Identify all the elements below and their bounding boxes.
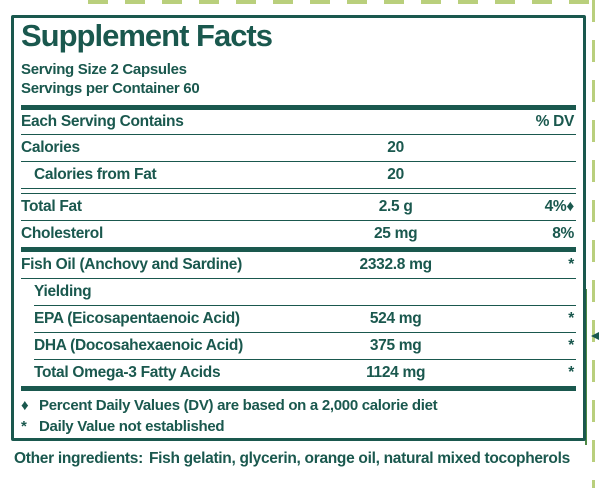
nutrient-name: Total Fat xyxy=(21,198,82,215)
table-row: Yielding xyxy=(21,279,576,306)
cropped-artwork-green-line xyxy=(585,289,587,445)
nutrient-daily-value: * xyxy=(568,337,574,354)
nutrient-daily-value: * xyxy=(568,364,574,381)
table-row: Fish Oil (Anchovy and Sardine) 2332.8 mg… xyxy=(21,252,576,279)
nutrient-amount: 25 mg xyxy=(373,225,418,242)
panel-title: Supplement Facts xyxy=(21,18,273,53)
nutrient-name: Cholesterol xyxy=(21,225,103,242)
footnotes: ♦ Percent Daily Values (DV) are based on… xyxy=(21,395,576,437)
nutrient-name: DHA (Docosahexaenoic Acid) xyxy=(34,337,243,354)
row-separator xyxy=(21,220,576,221)
footnote-line: ♦ Percent Daily Values (DV) are based on… xyxy=(21,395,576,416)
nutrient-amount: 20 xyxy=(387,139,404,156)
row-separator xyxy=(34,359,576,360)
row-separator xyxy=(21,278,576,279)
cropped-artwork-top-dashes xyxy=(88,0,600,4)
nutrient-amount: 375 mg xyxy=(369,337,422,354)
row-separator xyxy=(34,332,576,333)
nutrient-daily-value: 8% xyxy=(552,225,574,242)
other-ingredients-value: Fish gelatin, glycerin, orange oil, natu… xyxy=(148,450,570,467)
other-ingredients-label: Other ingredients: xyxy=(14,450,143,467)
footnote-text: Daily Value not established xyxy=(39,418,225,435)
nutrient-name: Calories xyxy=(21,139,80,156)
table-header-percent-dv: % DV xyxy=(535,113,575,130)
row-separator xyxy=(21,247,576,252)
row-separator xyxy=(21,386,576,391)
table-row: Total Fat 2.5 g 4%♦ xyxy=(21,194,576,221)
nutrient-name: Fish Oil (Anchovy and Sardine) xyxy=(21,256,242,273)
nutrient-name: Total Omega-3 Fatty Acids xyxy=(34,364,221,381)
row-separator xyxy=(21,161,576,162)
nutrient-rows: Calories 20 Calories from Fat 20 Total F… xyxy=(21,135,576,391)
supplement-facts-panel: Supplement Facts Serving Size 2 Capsules… xyxy=(11,15,586,441)
table-header-row: Each Serving Contains % DV xyxy=(21,110,576,135)
row-separator xyxy=(34,305,576,306)
footnote-text: Percent Daily Values (DV) are based on a… xyxy=(39,397,438,414)
nutrient-name: Calories from Fat xyxy=(34,166,157,183)
footnote-symbol: * xyxy=(21,418,27,435)
nutrient-daily-value: * xyxy=(568,310,574,327)
footnote-line: * Daily Value not established xyxy=(21,416,576,437)
table-row: Calories from Fat 20 xyxy=(21,162,576,194)
nutrient-amount: 524 mg xyxy=(369,310,422,327)
nutrient-daily-value: 4%♦ xyxy=(544,198,575,215)
nutrient-amount: 2332.8 mg xyxy=(359,256,432,273)
table-header-left: Each Serving Contains xyxy=(21,113,184,130)
table-row: Total Omega-3 Fatty Acids 1124 mg * xyxy=(21,360,576,391)
table-row: Calories 20 xyxy=(21,135,576,162)
cropped-artwork-arrow-mark xyxy=(591,332,599,340)
cropped-artwork-right-dashes xyxy=(592,0,595,488)
thick-divider-top xyxy=(21,105,576,110)
table-row: EPA (Eicosapentaenoic Acid) 524 mg * xyxy=(21,306,576,333)
nutrient-amount: 2.5 g xyxy=(378,198,413,215)
table-row: DHA (Docosahexaenoic Acid) 375 mg * xyxy=(21,333,576,360)
nutrient-amount: 1124 mg xyxy=(366,364,426,381)
nutrient-name: Yielding xyxy=(34,283,92,300)
serving-size-text: Serving Size 2 Capsules xyxy=(21,61,187,78)
nutrient-daily-value: * xyxy=(568,256,574,273)
other-ingredients-line: Other ingredients: Fish gelatin, glycerin… xyxy=(14,449,589,469)
nutrient-amount: 20 xyxy=(387,166,404,183)
servings-per-container-text: Servings per Container 60 xyxy=(21,80,200,97)
footnote-symbol: ♦ xyxy=(21,397,29,414)
nutrient-name: EPA (Eicosapentaenoic Acid) xyxy=(34,310,240,327)
table-row: Cholesterol 25 mg 8% xyxy=(21,221,576,252)
row-separator xyxy=(21,188,576,194)
